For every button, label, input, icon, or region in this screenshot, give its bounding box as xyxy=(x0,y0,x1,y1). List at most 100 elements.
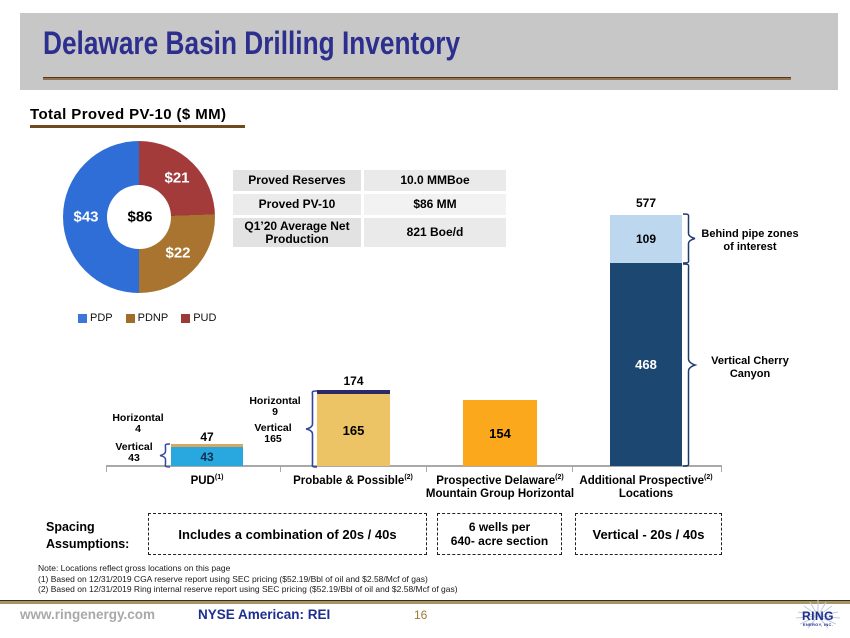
spacing-label-line: Spacing xyxy=(46,520,95,534)
title-underline xyxy=(43,77,791,80)
pdnp-swatch-icon xyxy=(125,313,135,323)
axis-tick xyxy=(572,467,573,472)
logo-subtext: ENERGY, INC. xyxy=(802,622,834,627)
legend-item-pdnp: PDNP xyxy=(125,312,169,324)
pud-swatch-icon xyxy=(181,313,191,323)
prospective-bar: 154 xyxy=(463,400,537,466)
spacing-box-prospective: 6 wells per 640- acre section xyxy=(437,513,562,555)
table-row-label: Proved Reserves xyxy=(233,170,361,191)
category-text: Locations xyxy=(618,487,674,500)
legend-item-pdp: PDP xyxy=(78,312,113,324)
additional-behindpipe-segment: 109 xyxy=(610,215,682,263)
proved-summary-table: Proved Reserves 10.0 MMBoe Proved PV-10 … xyxy=(233,170,506,247)
footnote-line: Note: Locations reflect gross locations … xyxy=(38,563,231,573)
legend-label-pdnp: PDNP xyxy=(137,312,169,324)
category-footnote-ref: (2) xyxy=(555,474,564,481)
annotation-value: 9 xyxy=(272,406,278,418)
annotation-line: Canyon xyxy=(729,368,771,380)
donut-label-pdp: $43 xyxy=(73,208,99,226)
ring-energy-logo: RING ENERGY, INC. xyxy=(792,598,844,636)
footer-website: www.ringenergy.com xyxy=(20,607,156,622)
footnote-line: (1) Based on 12/31/2019 CGA reserve repo… xyxy=(38,573,428,584)
footer-divider xyxy=(0,600,850,604)
bar-total-additional: 577 xyxy=(635,196,657,210)
donut-hole xyxy=(107,185,171,249)
legend-item-pud: PUD xyxy=(181,312,216,324)
category-footnote-ref: (2) xyxy=(404,474,413,481)
page-title: Delaware Basin Drilling Inventory xyxy=(43,25,461,61)
spacing-assumptions-label: Spacing Assumptions: xyxy=(46,519,129,553)
category-text: Additional Prospective xyxy=(579,474,705,487)
spacing-box-additional: Vertical - 20s / 40s xyxy=(575,513,722,555)
donut-chart xyxy=(63,141,215,293)
bar-total-pud: 47 xyxy=(200,430,214,444)
category-label-prospective: Prospective Delaware(2) Mountain Group H… xyxy=(418,471,582,501)
category-label-additional: Additional Prospective(2) Locations xyxy=(576,471,716,501)
axis-tick xyxy=(426,467,427,472)
pud-vertical-segment: 43 xyxy=(171,447,243,466)
donut-label-pdnp: $22 xyxy=(165,244,191,262)
table-row-label: Q1’20 Average Net Production xyxy=(233,218,361,247)
legend-label-pud: PUD xyxy=(193,312,217,324)
spacing-label-line: Assumptions: xyxy=(46,537,130,551)
category-label-probable: Probable & Possible(2) xyxy=(283,471,423,488)
pud-horizontal-segment xyxy=(171,444,243,447)
brace-left-probable-icon xyxy=(305,390,318,468)
footer-ticker: NYSE American: REI xyxy=(198,607,331,622)
category-text: Probable & Possible xyxy=(293,474,405,487)
behind-pipe-annotation: Behind pipe zones of interest xyxy=(700,228,800,254)
table-row-value: 821 Boe/d xyxy=(364,218,506,247)
logo-text: RING xyxy=(802,609,834,623)
category-label-pud: PUD(1) xyxy=(162,471,252,488)
category-footnote-ref: (1) xyxy=(214,474,224,481)
annotation-label: Vertical xyxy=(115,441,153,453)
annotation-line: Behind pipe zones xyxy=(701,228,799,240)
annotation-label: Vertical xyxy=(254,422,292,434)
legend-label-pdp: PDP xyxy=(90,312,113,324)
footnotes: Note: Locations reflect gross locations … xyxy=(38,563,458,595)
axis-tick xyxy=(721,467,722,472)
donut-legend: PDP PDNP PUD xyxy=(78,312,216,324)
pud-vertical-annotation: Vertical 43 xyxy=(106,442,162,464)
probable-vertical-segment: 165 xyxy=(317,394,390,466)
probable-vertical-annotation: Vertical 165 xyxy=(241,423,305,445)
page-number: 16 xyxy=(414,608,428,622)
annotation-value: 165 xyxy=(264,433,282,445)
header-band: Delaware Basin Drilling Inventory xyxy=(20,13,838,90)
cherry-canyon-annotation: Vertical Cherry Canyon xyxy=(700,355,800,381)
brace-right-behindpipe-icon xyxy=(682,213,696,264)
footnote-line: (2) Based on 12/31/2019 Ring internal re… xyxy=(38,584,458,594)
bar-total-probable: 174 xyxy=(343,374,364,388)
table-row-value: 10.0 MMBoe xyxy=(364,170,506,191)
proved-section-title: Total Proved PV-10 ($ MM) xyxy=(30,106,227,123)
category-text: Prospective Delaware xyxy=(436,474,556,487)
table-row-value: $86 MM xyxy=(364,194,506,215)
annotation-value: 43 xyxy=(128,452,140,464)
annotation-label: Horizontal xyxy=(249,395,301,407)
spacing-box-text: 640- acre section xyxy=(450,534,549,548)
spacing-box-text: 6 wells per xyxy=(468,520,531,534)
brace-left-pud-icon xyxy=(159,443,171,468)
category-text: PUD xyxy=(190,474,215,487)
pud-horizontal-annotation: Horizontal 4 xyxy=(108,413,168,435)
proved-section-underline xyxy=(30,125,245,128)
table-row-label: Proved PV-10 xyxy=(233,194,361,215)
spacing-box-pud-probable: Includes a combination of 20s / 40s xyxy=(148,513,427,555)
donut-label-pud: $21 xyxy=(164,169,190,187)
pdp-swatch-icon xyxy=(78,313,87,323)
category-footnote-ref: (2) xyxy=(704,474,713,481)
category-text: Mountain Group Horizontal xyxy=(425,487,575,500)
annotation-label: Horizontal xyxy=(112,412,164,424)
annotation-value: 4 xyxy=(135,423,141,435)
annotation-line: Vertical Cherry xyxy=(711,355,789,367)
x-axis xyxy=(106,465,722,467)
additional-vertical-segment: 468 xyxy=(610,263,682,466)
spacing-box-text: Includes a combination of 20s / 40s xyxy=(178,526,397,542)
probable-horizontal-segment xyxy=(317,390,390,394)
spacing-box-text: Vertical - 20s / 40s xyxy=(592,526,705,542)
donut-label-center: $86 xyxy=(127,208,153,226)
logo-starburst-icon xyxy=(795,600,841,629)
annotation-line: of interest xyxy=(723,241,777,253)
axis-tick xyxy=(280,467,281,472)
